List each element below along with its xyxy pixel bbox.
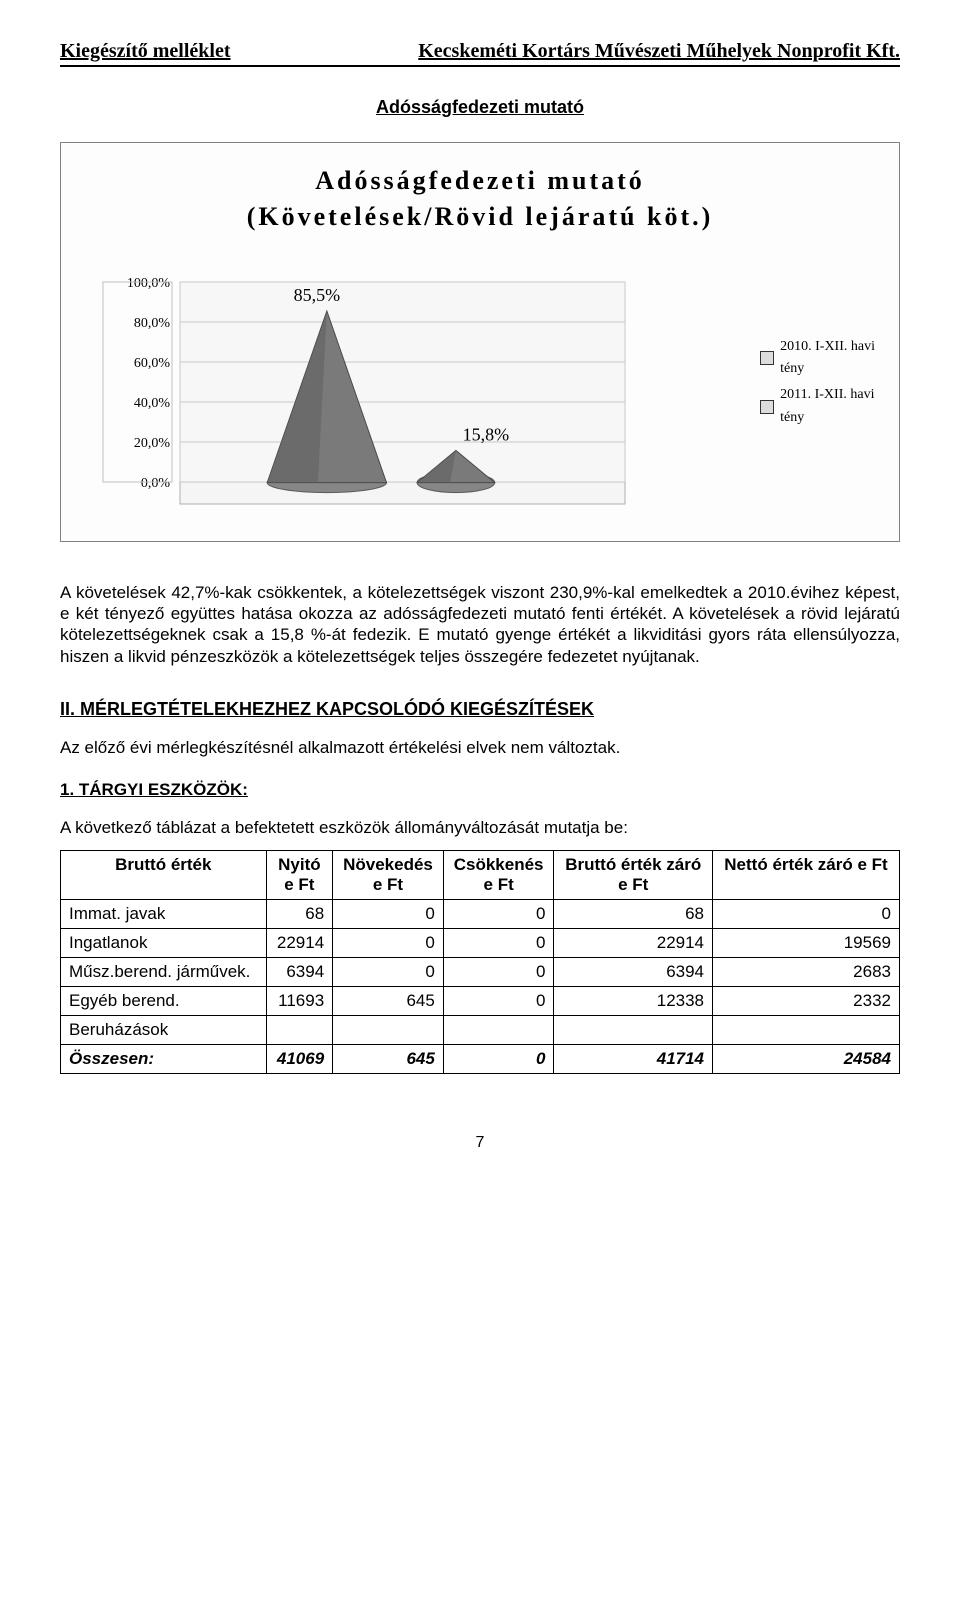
total-cell: 0 — [443, 1044, 554, 1073]
row-cell: 2683 — [713, 957, 900, 986]
page-number: 7 — [60, 1134, 900, 1152]
row-cell: 0 — [443, 986, 554, 1015]
row-cell — [713, 1015, 900, 1044]
header-left: Kiegészítő melléklet — [60, 40, 231, 63]
asset-table: Bruttó értékNyitóe FtNövekedése FtCsökke… — [60, 850, 900, 1074]
row-label: Beruházások — [61, 1015, 267, 1044]
legend-swatch-icon — [760, 400, 774, 414]
table-row: Beruházások — [61, 1015, 900, 1044]
svg-text:60,0%: 60,0% — [134, 356, 171, 371]
table-header-cell: Bruttó érték — [61, 850, 267, 899]
legend-item-2: 2011. I-XII. havi tény — [760, 384, 875, 429]
chart-container: Adósságfedezeti mutató (Követelések/Rövi… — [60, 142, 900, 542]
table-header-row: Bruttó értékNyitóe FtNövekedése FtCsökke… — [61, 850, 900, 899]
row-cell: 0 — [443, 899, 554, 928]
svg-text:20,0%: 20,0% — [134, 436, 171, 451]
row-label: Műsz.berend. járművek. — [61, 957, 267, 986]
row-cell: 0 — [333, 928, 444, 957]
svg-text:80,0%: 80,0% — [134, 316, 171, 331]
table-header-cell: Nyitóe Ft — [266, 850, 333, 899]
total-cell: 645 — [333, 1044, 444, 1073]
table-row: Műsz.berend. járművek.63940063942683 — [61, 957, 900, 986]
row-cell: 68 — [266, 899, 333, 928]
table-total-row: Összesen:4106964504171424584 — [61, 1044, 900, 1073]
row-cell — [443, 1015, 554, 1044]
chart-legend: 2010. I-XII. havi tény 2011. I-XII. havi… — [760, 336, 875, 434]
body-paragraph: A követelések 42,7%-kak csökkentek, a kö… — [60, 582, 900, 667]
row-cell: 22914 — [554, 928, 713, 957]
row-cell: 0 — [443, 957, 554, 986]
row-cell: 11693 — [266, 986, 333, 1015]
table-header-cell: Csökkenése Ft — [443, 850, 554, 899]
legend-item-1: 2010. I-XII. havi tény — [760, 336, 875, 381]
table-header-cell: Bruttó érték záróe Ft — [554, 850, 713, 899]
chart-title-line1: Adósságfedezeti mutató — [315, 166, 645, 195]
legend-label: 2010. I-XII. havi tény — [780, 336, 875, 381]
chart-title: Adósságfedezeti mutató (Követelések/Rövi… — [85, 163, 875, 236]
chart-body: 100,0% 80,0% 60,0% 40,0% 20,0% 0,0% 85,5% 15,8%… — [85, 252, 875, 517]
table-header-cell: Növekedése Ft — [333, 850, 444, 899]
row-cell: 6394 — [554, 957, 713, 986]
row-cell: 2332 — [713, 986, 900, 1015]
table-body: Immat. javak6800680Ingatlanok22914002291… — [61, 899, 900, 1073]
row-cell: 22914 — [266, 928, 333, 957]
svg-text:0,0%: 0,0% — [141, 476, 171, 491]
svg-text:40,0%: 40,0% — [134, 396, 171, 411]
row-cell: 0 — [333, 957, 444, 986]
row-cell — [266, 1015, 333, 1044]
total-cell: 41069 — [266, 1044, 333, 1073]
heading-targyi-eszkozok: 1. TÁRGYI ESZKÖZÖK: — [60, 780, 900, 800]
table-row: Immat. javak6800680 — [61, 899, 900, 928]
row-cell — [333, 1015, 444, 1044]
row-cell: 19569 — [713, 928, 900, 957]
row-cell: 0 — [333, 899, 444, 928]
header-right: Kecskeméti Kortárs Művészeti Műhelyek No… — [418, 40, 900, 63]
table-head: Bruttó értékNyitóe FtNövekedése FtCsökke… — [61, 850, 900, 899]
section-title: Adósságfedezeti mutató — [60, 97, 900, 118]
row-cell: 0 — [713, 899, 900, 928]
row-label: Immat. javak — [61, 899, 267, 928]
chart-svg: 100,0% 80,0% 60,0% 40,0% 20,0% 0,0% 85,5% 15,8% — [85, 252, 645, 512]
chart-title-line2: (Követelések/Rövid lejáratú köt.) — [247, 202, 714, 231]
row-label: Ingatlanok — [61, 928, 267, 957]
row-cell: 12338 — [554, 986, 713, 1015]
svg-text:15,8%: 15,8% — [463, 424, 510, 444]
row-cell: 68 — [554, 899, 713, 928]
total-cell: 41714 — [554, 1044, 713, 1073]
paragraph-tablazat-intro: A következő táblázat a befektetett eszkö… — [60, 818, 900, 838]
table-header-cell: Nettó érték záró e Ft — [713, 850, 900, 899]
row-cell: 645 — [333, 986, 444, 1015]
chart-plot: 100,0% 80,0% 60,0% 40,0% 20,0% 0,0% 85,5% 15,8% — [85, 252, 744, 517]
legend-swatch-icon — [760, 351, 774, 365]
row-label: Egyéb berend. — [61, 986, 267, 1015]
svg-text:85,5%: 85,5% — [294, 285, 341, 305]
legend-label: 2011. I-XII. havi tény — [780, 384, 874, 429]
page-header: Kiegészítő melléklet Kecskeméti Kortárs … — [60, 40, 900, 67]
row-cell: 0 — [443, 928, 554, 957]
total-cell: 24584 — [713, 1044, 900, 1073]
row-cell — [554, 1015, 713, 1044]
total-label: Összesen: — [61, 1044, 267, 1073]
svg-text:100,0%: 100,0% — [127, 276, 171, 291]
table-row: Egyéb berend.116936450123382332 — [61, 986, 900, 1015]
row-cell: 6394 — [266, 957, 333, 986]
heading-kiegeszitesek: II. MÉRLEGTÉTELEKHEZHEZ KAPCSOLÓDÓ KIEGÉ… — [60, 699, 900, 720]
table-row: Ingatlanok22914002291419569 — [61, 928, 900, 957]
paragraph-elvek: Az előző évi mérlegkészítésnél alkalmazo… — [60, 738, 900, 758]
